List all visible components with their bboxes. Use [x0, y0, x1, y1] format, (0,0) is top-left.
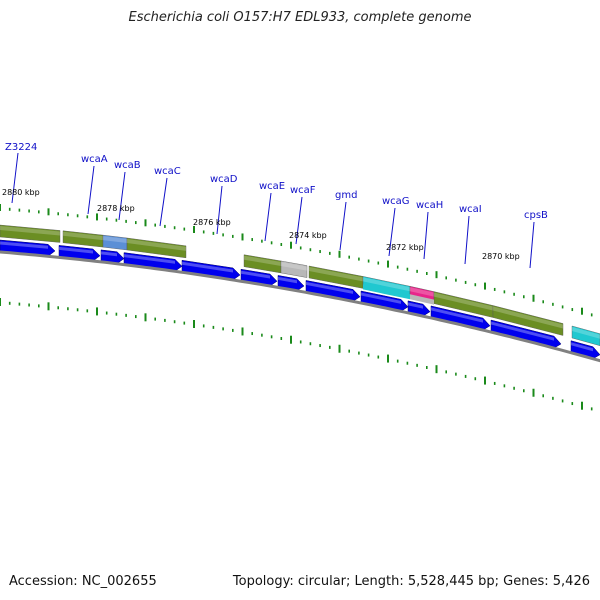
- feature-sublayer: [410, 294, 434, 305]
- cds-highlight: [278, 276, 297, 284]
- gene-label-z3224: Z3224: [5, 142, 37, 153]
- gene-label-wcad: wcaD: [210, 174, 238, 185]
- cds-highlight: [182, 261, 233, 273]
- gene-label-wcaa: wcaA: [81, 154, 108, 165]
- cds-arrow: [430, 305, 491, 331]
- cds-highlight: [0, 241, 48, 249]
- gene-label-wcab: wcaB: [114, 160, 141, 171]
- gene-label-wcah: wcaH: [416, 200, 443, 211]
- cds-highlight: [241, 270, 270, 279]
- gene-leader-line: [216, 185, 223, 235]
- cds-arrow: [305, 280, 361, 302]
- map-title: Escherichia coli O157:H7 EDL933, complet…: [128, 10, 472, 25]
- feature-segment: [126, 237, 187, 259]
- gene-leader-line: [423, 211, 429, 260]
- gene-leader-line: [11, 152, 19, 204]
- gene-label-wcaf: wcaF: [290, 185, 316, 196]
- cds-highlight: [124, 254, 175, 264]
- cds-arrow: [277, 275, 305, 292]
- feature-highlight: [363, 277, 410, 292]
- cds-arrow: [360, 290, 409, 312]
- feature-highlight: [572, 326, 600, 339]
- feature-highlight: [410, 287, 434, 297]
- scale-label: 2880 kbp: [2, 188, 40, 197]
- feature-highlight: [493, 306, 563, 329]
- gene-leader-line: [464, 215, 470, 265]
- scale-labels: 2880 kbp 2878 kbp 2876 kbp 2874 kbp 2872 kbp…: [2, 188, 520, 261]
- cds-highlight: [431, 307, 483, 323]
- scale-label: 2872 kbp: [386, 243, 424, 252]
- cds-highlight: [101, 251, 117, 257]
- gene-label-wcae: wcaE: [259, 181, 285, 192]
- outer-tick-track: [0, 204, 593, 317]
- feature-segment: [0, 224, 61, 243]
- gene-leader-line: [118, 171, 126, 221]
- gene-labels: Z3224 wcaA wcaB wcaC wcaD wcaE wcaF gmd wcaG wcaH…: [5, 142, 548, 221]
- feature-segment: [280, 260, 308, 278]
- cds-arrow: [100, 249, 125, 265]
- backbone-line: [0, 250, 600, 363]
- cds-highlight: [408, 302, 423, 309]
- label-leaders: [11, 152, 535, 269]
- cds-track: [0, 239, 600, 360]
- feature-highlight: [309, 266, 363, 282]
- gene-label-cpsb: cpsB: [524, 210, 548, 221]
- scale-label: 2874 kbp: [289, 231, 327, 240]
- inner-tick-track: [0, 298, 593, 411]
- gene-label-gmd: gmd: [335, 190, 357, 201]
- scale-label: 2876 kbp: [193, 218, 231, 227]
- feature-highlight: [0, 226, 60, 236]
- gene-leader-line: [264, 192, 272, 242]
- feature-highlight: [63, 231, 103, 241]
- feature-highlight: [434, 292, 493, 311]
- feature-highlight: [127, 238, 186, 251]
- cds-highlight: [491, 321, 554, 341]
- gene-leader-line: [388, 207, 396, 257]
- cds-highlight: [361, 292, 401, 304]
- scale-label: 2878 kbp: [97, 204, 135, 213]
- gene-label-wcai: wcaI: [459, 204, 482, 215]
- cds-highlight: [306, 281, 353, 294]
- cds-arrow: [490, 319, 562, 349]
- feature-highlight: [281, 261, 307, 271]
- scale-label: 2870 kbp: [482, 252, 520, 261]
- gene-leader-line: [529, 221, 535, 269]
- cds-highlight: [571, 342, 593, 352]
- gene-leader-line: [159, 177, 168, 227]
- gene-leader-line: [87, 165, 95, 215]
- gene-label-wcac: wcaC: [154, 166, 181, 177]
- feature-segment: [571, 325, 600, 346]
- accession-text: Accession: NC_002655: [9, 574, 157, 589]
- gene-leader-line: [295, 196, 303, 245]
- feature-sublayer: [363, 284, 410, 300]
- genome-stats-text: Topology: circular; Length: 5,528,445 bp…: [232, 574, 590, 589]
- gene-label-wcag: wcaG: [382, 196, 410, 207]
- gene-leader-line: [339, 201, 347, 251]
- cds-highlight: [59, 246, 93, 254]
- feature-track: [0, 224, 600, 346]
- cds-arrow: [123, 252, 183, 272]
- cds-arrow: [181, 259, 241, 281]
- feature-highlight: [244, 255, 281, 266]
- feature-highlight: [103, 236, 127, 243]
- feature-segment: [492, 305, 564, 336]
- cds-arrow: [407, 300, 431, 317]
